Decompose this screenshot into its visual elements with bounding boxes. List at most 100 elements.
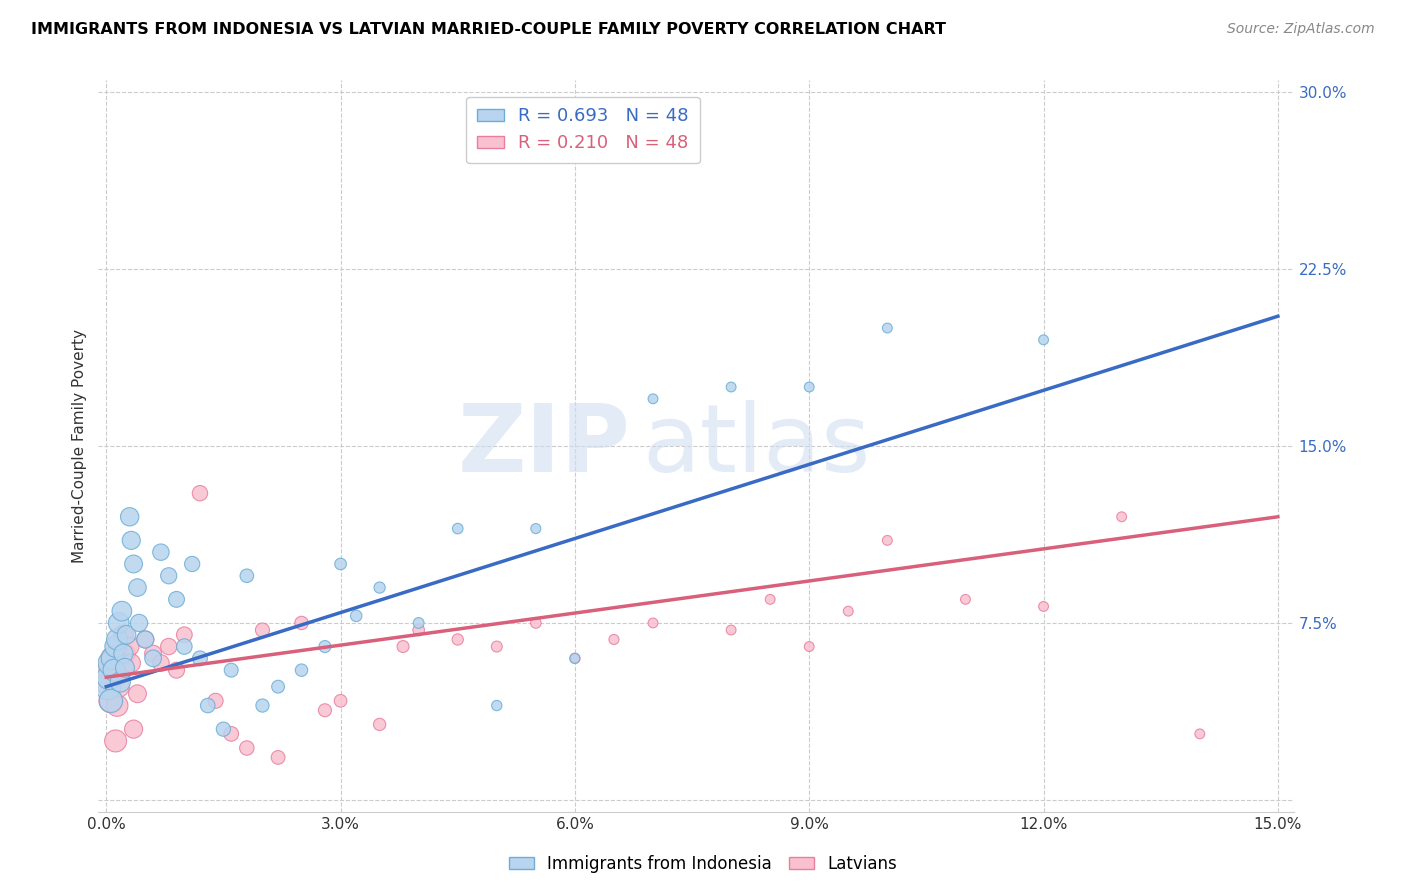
Point bbox=[368, 581, 391, 595]
Point bbox=[564, 651, 586, 665]
Point bbox=[118, 509, 141, 524]
Point bbox=[97, 675, 120, 690]
Point bbox=[447, 632, 470, 647]
Point bbox=[173, 640, 195, 654]
Point bbox=[157, 640, 180, 654]
Point bbox=[118, 640, 141, 654]
Point bbox=[142, 651, 165, 665]
Point bbox=[105, 698, 128, 713]
Point bbox=[799, 380, 821, 394]
Point bbox=[127, 687, 149, 701]
Point bbox=[759, 592, 782, 607]
Point bbox=[252, 623, 274, 637]
Point bbox=[408, 615, 430, 630]
Point bbox=[1032, 333, 1054, 347]
Point bbox=[100, 694, 122, 708]
Y-axis label: Married-Couple Family Poverty: Married-Couple Family Poverty bbox=[72, 329, 87, 563]
Text: atlas: atlas bbox=[643, 400, 870, 492]
Point bbox=[100, 694, 122, 708]
Point bbox=[104, 640, 127, 654]
Point bbox=[127, 581, 149, 595]
Text: ZIP: ZIP bbox=[457, 400, 630, 492]
Point bbox=[252, 698, 274, 713]
Point bbox=[166, 592, 188, 607]
Text: IMMIGRANTS FROM INDONESIA VS LATVIAN MARRIED-COUPLE FAMILY POVERTY CORRELATION C: IMMIGRANTS FROM INDONESIA VS LATVIAN MAR… bbox=[31, 22, 946, 37]
Point bbox=[267, 750, 290, 764]
Point bbox=[447, 522, 470, 536]
Point bbox=[97, 680, 120, 694]
Point bbox=[114, 661, 136, 675]
Point bbox=[149, 656, 172, 670]
Point bbox=[122, 557, 145, 571]
Point bbox=[166, 663, 188, 677]
Point bbox=[314, 640, 336, 654]
Point bbox=[101, 651, 124, 665]
Point bbox=[799, 640, 821, 654]
Point bbox=[134, 632, 156, 647]
Point bbox=[837, 604, 859, 618]
Legend: Immigrants from Indonesia, Latvians: Immigrants from Indonesia, Latvians bbox=[502, 848, 904, 880]
Point bbox=[524, 615, 547, 630]
Point bbox=[485, 640, 508, 654]
Point bbox=[314, 703, 336, 717]
Point bbox=[1188, 727, 1211, 741]
Point bbox=[344, 608, 367, 623]
Point bbox=[98, 663, 121, 677]
Point bbox=[181, 557, 204, 571]
Point bbox=[142, 647, 165, 661]
Point bbox=[107, 615, 129, 630]
Point bbox=[104, 734, 127, 748]
Point bbox=[112, 647, 135, 661]
Point bbox=[115, 628, 138, 642]
Point bbox=[219, 727, 242, 741]
Point bbox=[197, 698, 219, 713]
Point bbox=[112, 628, 135, 642]
Point bbox=[392, 640, 415, 654]
Text: Source: ZipAtlas.com: Source: ZipAtlas.com bbox=[1227, 22, 1375, 37]
Point bbox=[720, 623, 742, 637]
Point bbox=[1111, 509, 1133, 524]
Point bbox=[188, 486, 211, 500]
Point bbox=[105, 632, 128, 647]
Point bbox=[1032, 599, 1054, 614]
Point bbox=[173, 628, 195, 642]
Point bbox=[149, 545, 172, 559]
Point bbox=[98, 656, 121, 670]
Point bbox=[157, 568, 180, 582]
Point bbox=[290, 615, 312, 630]
Point bbox=[720, 380, 742, 394]
Point bbox=[408, 623, 430, 637]
Point bbox=[329, 694, 352, 708]
Point bbox=[267, 680, 290, 694]
Point bbox=[524, 522, 547, 536]
Point bbox=[485, 698, 508, 713]
Point bbox=[236, 568, 259, 582]
Point bbox=[603, 632, 626, 647]
Legend: R = 0.693   N = 48, R = 0.210   N = 48: R = 0.693 N = 48, R = 0.210 N = 48 bbox=[465, 96, 700, 163]
Point bbox=[219, 663, 242, 677]
Point bbox=[236, 741, 259, 756]
Point bbox=[120, 533, 142, 548]
Point bbox=[128, 615, 150, 630]
Point bbox=[564, 651, 586, 665]
Point bbox=[204, 694, 226, 708]
Point bbox=[110, 675, 132, 690]
Point bbox=[98, 670, 121, 684]
Point bbox=[122, 722, 145, 736]
Point bbox=[120, 656, 142, 670]
Point bbox=[876, 533, 898, 548]
Point bbox=[368, 717, 391, 731]
Point bbox=[641, 392, 664, 406]
Point bbox=[641, 615, 664, 630]
Point bbox=[114, 647, 136, 661]
Point bbox=[876, 321, 898, 335]
Point bbox=[188, 651, 211, 665]
Point bbox=[111, 604, 134, 618]
Point bbox=[103, 670, 125, 684]
Point bbox=[329, 557, 352, 571]
Point bbox=[955, 592, 977, 607]
Point bbox=[103, 663, 125, 677]
Point bbox=[107, 680, 129, 694]
Point bbox=[290, 663, 312, 677]
Point bbox=[111, 663, 134, 677]
